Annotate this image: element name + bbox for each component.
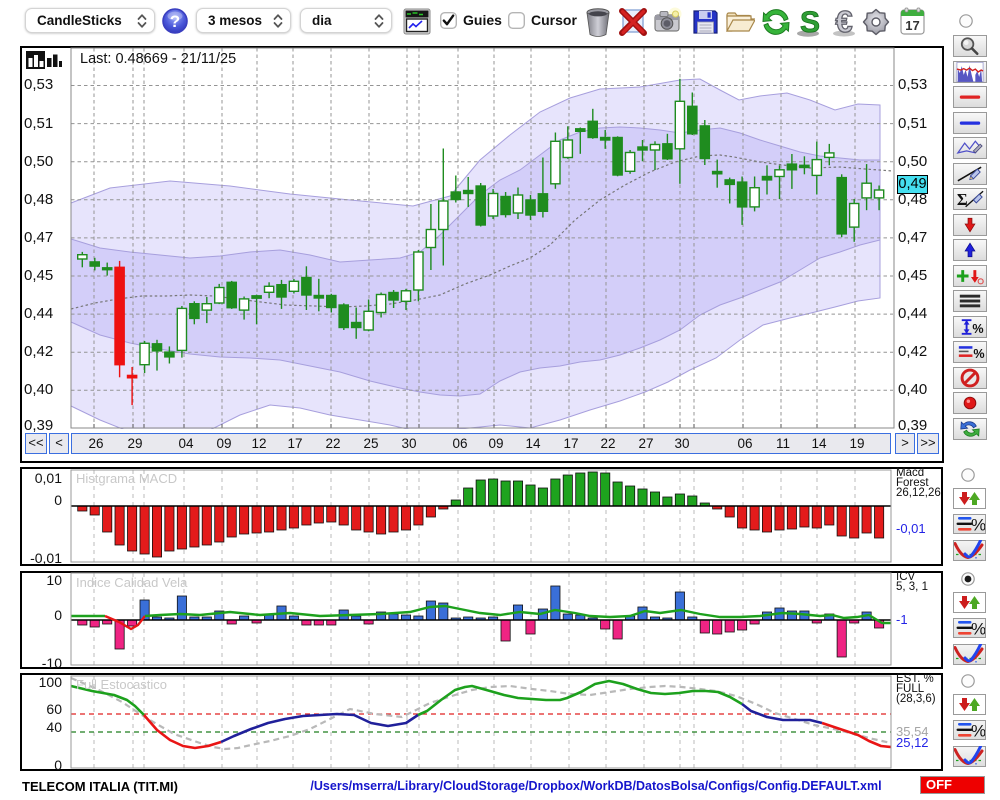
- svg-text:%: %: [971, 516, 985, 535]
- svg-text:%: %: [973, 347, 984, 361]
- svg-text:%: %: [971, 722, 985, 741]
- svg-text:Σ: Σ: [957, 190, 968, 209]
- svg-text:€: €: [835, 6, 852, 38]
- svg-text:%: %: [971, 620, 985, 639]
- svg-text:17: 17: [905, 18, 919, 33]
- svg-text:S: S: [800, 6, 820, 38]
- svg-text:?: ?: [170, 12, 180, 31]
- svg-text:%: %: [972, 322, 983, 336]
